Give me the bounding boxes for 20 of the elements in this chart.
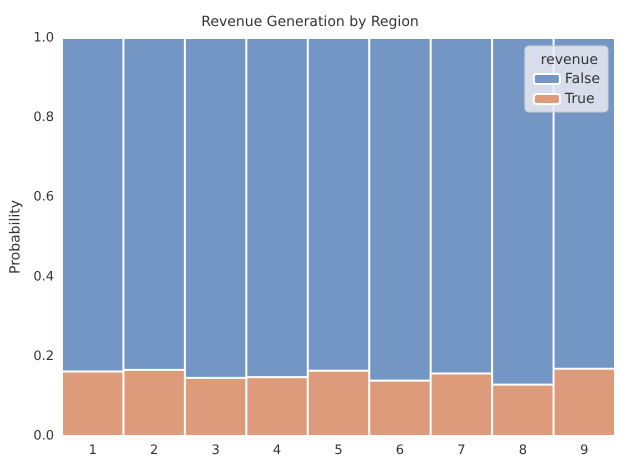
legend-label: True [564,91,595,107]
y-tick-label: 0.8 [33,110,54,126]
x-tick-label: 8 [518,443,527,458]
x-tick-label: 5 [334,443,343,458]
legend-title: revenue [540,52,598,68]
x-tick-label: 1 [88,443,97,458]
y-tick-label: 0.4 [33,269,54,284]
y-axis-title: Probability [7,200,24,274]
y-tick-label: 0.6 [33,190,54,205]
x-tick-label: 6 [396,443,404,458]
legend-label: False [564,71,600,87]
x-tick-label: 9 [580,443,588,458]
y-tick-label: 0.0 [33,428,54,444]
y-tick-label: 1.0 [33,30,54,46]
x-tick-label: 7 [457,443,466,458]
y-tick-label: 0.2 [33,348,54,364]
x-tick-label: 4 [272,443,282,458]
x-tick-label: 3 [211,443,220,458]
x-tick-label: 2 [150,443,158,458]
chart-title: Revenue Generation by Region [201,14,419,30]
